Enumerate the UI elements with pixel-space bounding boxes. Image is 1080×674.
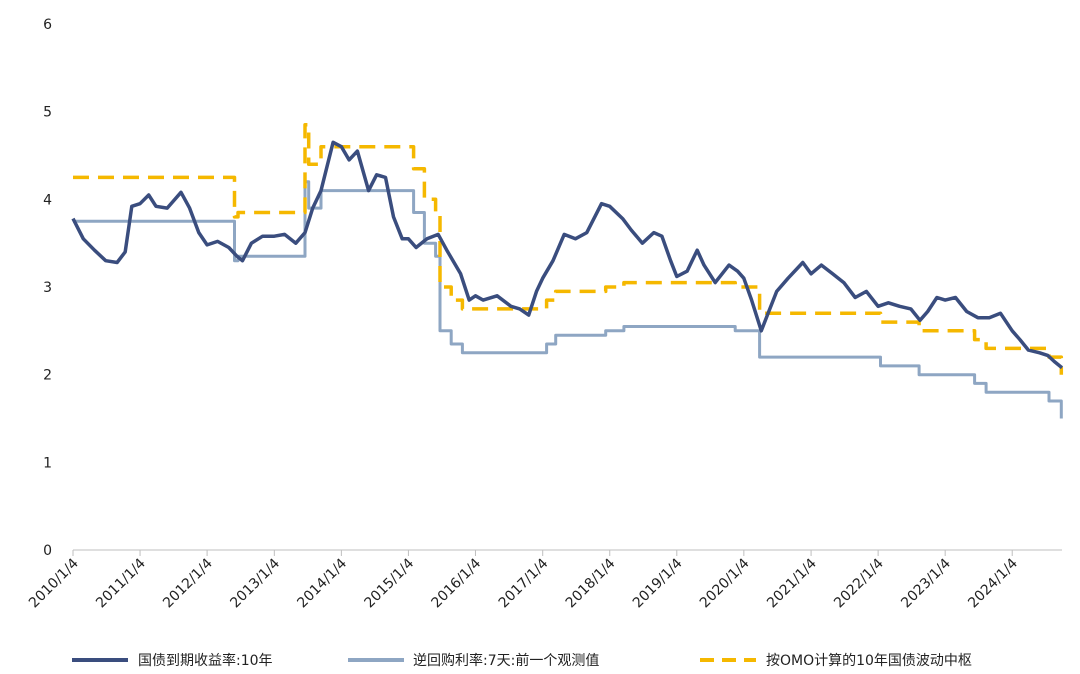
y-tick-label: 5 (43, 105, 52, 121)
series-line-reverse-repo-7d (73, 180, 1063, 419)
x-tick-label: 2012/1/4 (160, 555, 216, 611)
x-tick-label: 2023/1/4 (898, 555, 954, 611)
y-tick-label: 1 (43, 455, 52, 471)
y-tick-label: 6 (43, 17, 52, 33)
legend-label: 逆回购利率:7天:前一个观测值 (413, 652, 599, 669)
x-tick-label: 2014/1/4 (294, 555, 350, 611)
y-tick-label: 3 (43, 280, 52, 296)
x-tick-label: 2024/1/4 (965, 555, 1021, 611)
y-tick-label: 4 (43, 192, 52, 208)
x-axis-ticks: 2010/1/4 2011/1/4 2012/1/4 2013/1/4 2014/1/4… (26, 550, 1021, 611)
x-tick-label: 2011/1/4 (93, 555, 149, 611)
x-tick-label: 2017/1/4 (496, 555, 552, 611)
x-tick-label: 2015/1/4 (361, 555, 417, 611)
x-tick-label: 2013/1/4 (227, 555, 283, 611)
legend: 国债到期收益率:10年 逆回购利率:7天:前一个观测值 按OMO计算的10年国债波动… (72, 652, 972, 669)
legend-label: 按OMO计算的10年国债波动中枢 (766, 653, 972, 669)
x-tick-label: 2021/1/4 (764, 555, 820, 611)
x-tick-label: 2020/1/4 (697, 555, 753, 611)
series-line-bond-yield-10y (71, 140, 1064, 370)
x-tick-label: 2016/1/4 (429, 555, 485, 611)
x-tick-label: 2019/1/4 (630, 555, 686, 611)
series-layer (71, 123, 1064, 419)
legend-label: 国债到期收益率:10年 (138, 652, 273, 669)
x-tick-label: 2010/1/4 (26, 555, 82, 611)
y-tick-label: 2 (43, 368, 52, 384)
y-axis-ticks: 0 1 2 3 4 5 6 (43, 17, 52, 559)
y-tick-label: 0 (43, 543, 52, 559)
series-line-omo-centre (73, 123, 1064, 375)
x-tick-label: 2022/1/4 (831, 555, 887, 611)
x-tick-label: 2018/1/4 (563, 555, 619, 611)
